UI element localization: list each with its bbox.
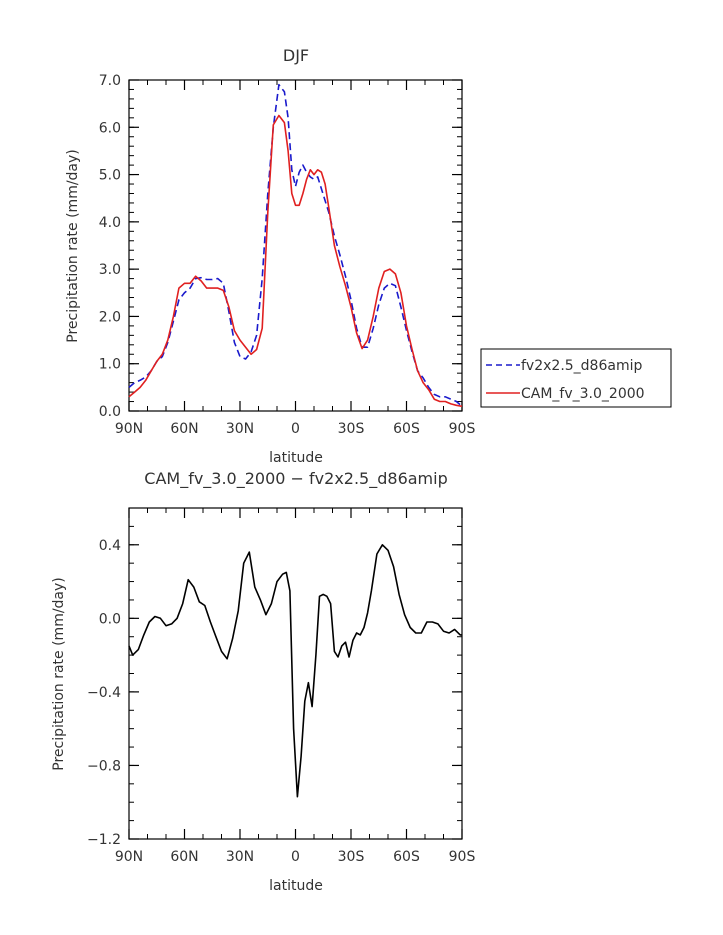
top-series-group (128, 83, 463, 408)
bottom-chart-title: CAM_fv_3.0_2000 − fv2x2.5_d86amip (144, 469, 447, 489)
top-y-axis-label: Precipitation rate (mm/day) (65, 149, 81, 343)
top-chart-title: DJF (283, 46, 309, 65)
top-x-tick-label: 60N (170, 421, 198, 437)
top-y-tick-label: 7.0 (99, 73, 121, 89)
top-x-tick-label: 90S (449, 421, 476, 437)
top-y-tick-label: 2.0 (99, 309, 121, 325)
bottom-y-tick-label: 0.4 (99, 538, 121, 554)
top-ticks: 90N 60N 30N 0 30S 60S 90S 0.0 1.0 2.0 3.0 4.0 5.0 6.0… (99, 73, 476, 437)
bottom-x-tick-label: 90N (115, 849, 143, 865)
top-x-tick-label: 90N (115, 421, 143, 437)
top-panel: DJF 90N 60N 30N 0 30S 60S 90S 0.0 1.0 2.0 3.0 4.0 5.… (65, 46, 475, 466)
bottom-ticks: 90N 60N 30N 0 30S 60S 90S −1.2 −0.8 −0.4 0.0 0.4 (87, 507, 476, 865)
top-x-tick-label: 0 (291, 421, 300, 437)
top-y-tick-label: 3.0 (99, 262, 121, 278)
bottom-y-tick-label: 0.0 (99, 611, 121, 627)
bottom-y-tick-label: −0.4 (87, 685, 121, 701)
bottom-x-axis-label: latitude (269, 878, 323, 894)
bottom-series-line-0 (128, 544, 462, 798)
bottom-panel: CAM_fv_3.0_2000 − fv2x2.5_d86amip 90N 60N… (51, 469, 475, 894)
top-y-tick-label: 0.0 (99, 404, 121, 420)
bottom-plot-frame (128, 507, 463, 840)
top-y-tick-label: 5.0 (99, 168, 121, 184)
bottom-x-tick-label: 0 (291, 849, 300, 865)
top-y-tick-label: 6.0 (99, 120, 121, 136)
legend-box (480, 348, 672, 408)
bottom-x-tick-label: 30N (226, 849, 254, 865)
bottom-y-tick-label: −0.8 (87, 758, 121, 774)
bottom-x-tick-label: 90S (449, 849, 476, 865)
bottom-series-group (128, 544, 462, 798)
bottom-x-tick-label: 60N (170, 849, 198, 865)
top-plot-frame (128, 79, 463, 412)
legend-entry-cam-fv-3-0-2000: CAM_fv_3.0_2000 (521, 386, 645, 402)
top-y-tick-label: 4.0 (99, 215, 121, 231)
bottom-x-tick-label: 30S (338, 849, 365, 865)
legend: fv2x2.5_d86amip CAM_fv_3.0_2000 (480, 348, 672, 408)
bottom-y-tick-label: −1.2 (87, 832, 121, 848)
top-x-tick-label: 30N (226, 421, 254, 437)
bottom-y-axis-label: Precipitation rate (mm/day) (51, 577, 67, 771)
legend-entry-fv2x2-5-d86amip: fv2x2.5_d86amip (521, 358, 642, 374)
top-x-tick-label: 30S (338, 421, 365, 437)
top-x-axis-label: latitude (269, 450, 323, 466)
top-x-tick-label: 60S (393, 421, 420, 437)
top-series-line-1 (128, 114, 463, 408)
bottom-x-tick-label: 60S (393, 849, 420, 865)
top-series-line-0 (128, 83, 463, 407)
top-y-tick-label: 1.0 (99, 357, 121, 373)
